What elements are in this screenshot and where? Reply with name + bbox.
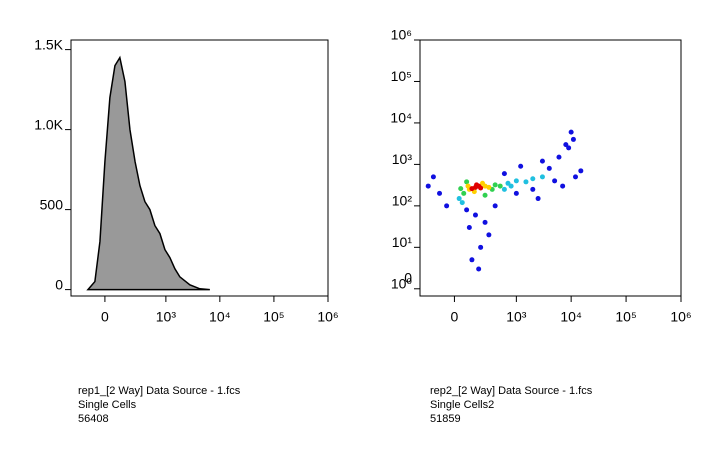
event-point bbox=[492, 182, 498, 188]
event-point bbox=[458, 186, 464, 192]
event-point bbox=[497, 183, 503, 189]
plot-frame bbox=[70, 39, 329, 297]
x-tick-label: 10⁶ bbox=[317, 309, 338, 325]
event-point bbox=[479, 180, 485, 186]
event-point bbox=[476, 266, 482, 272]
event-point bbox=[469, 186, 475, 192]
caption-line: Single Cells bbox=[78, 399, 137, 411]
event-point bbox=[472, 212, 478, 218]
event-point bbox=[539, 158, 545, 164]
event-point bbox=[563, 142, 569, 148]
event-point bbox=[474, 182, 480, 188]
event-point bbox=[469, 257, 475, 263]
x-tick-label: 10⁵ bbox=[615, 309, 636, 325]
y-tick-label: 10⁵ bbox=[391, 68, 412, 84]
event-point bbox=[578, 168, 584, 174]
event-point bbox=[466, 225, 472, 231]
x-tick-label: 10⁵ bbox=[263, 309, 284, 325]
x-tick-label: 10⁴ bbox=[560, 309, 582, 325]
event-point bbox=[478, 244, 484, 250]
event-point bbox=[518, 163, 524, 169]
x-tick-label: 0 bbox=[101, 309, 109, 325]
event-point bbox=[539, 174, 545, 180]
event-point bbox=[523, 179, 529, 185]
event-point bbox=[535, 196, 541, 202]
event-point bbox=[430, 174, 436, 180]
caption-line: Single Cells2 bbox=[430, 399, 494, 411]
y-tick-label: 10² bbox=[392, 193, 413, 209]
event-point bbox=[461, 190, 467, 196]
histogram-area bbox=[86, 55, 210, 291]
x-tick-label: 10³ bbox=[506, 309, 527, 325]
event-point bbox=[459, 200, 465, 206]
x-tick-label: 10³ bbox=[156, 309, 177, 325]
event-point bbox=[513, 178, 519, 184]
event-point bbox=[486, 184, 492, 190]
event-point bbox=[530, 176, 536, 182]
event-point bbox=[464, 179, 470, 185]
event-point bbox=[570, 136, 576, 142]
event-point bbox=[508, 183, 514, 189]
event-point bbox=[465, 183, 471, 189]
event-point bbox=[556, 154, 562, 160]
event-point bbox=[568, 129, 574, 135]
y-tick-label: 0 bbox=[55, 276, 63, 292]
event-point bbox=[501, 171, 507, 177]
event-point bbox=[482, 219, 488, 225]
event-point bbox=[560, 183, 566, 189]
event-point bbox=[546, 165, 552, 171]
y-tick-label: 10⁶ bbox=[391, 27, 412, 43]
y-tick-label: 500 bbox=[40, 196, 64, 212]
caption-line: rep2_[2 Way] Data Source - 1.fcs bbox=[430, 385, 593, 397]
y-tick-label: 10⁰ bbox=[391, 275, 413, 291]
y-tick-label: 1.0K bbox=[34, 116, 63, 132]
caption-line: 56408 bbox=[78, 413, 109, 425]
y-tick-label: 10⁴ bbox=[390, 110, 412, 126]
event-point bbox=[486, 232, 492, 238]
x-tick-label: 10⁶ bbox=[670, 309, 691, 325]
event-point bbox=[425, 183, 431, 189]
y-tick-label: 1.5K bbox=[34, 36, 63, 52]
caption-line: rep1_[2 Way] Data Source - 1.fcs bbox=[78, 385, 241, 397]
y-tick-label: 10³ bbox=[392, 151, 413, 167]
x-tick-label: 10⁴ bbox=[209, 309, 231, 325]
event-point bbox=[464, 207, 470, 213]
event-point bbox=[456, 196, 462, 202]
event-point bbox=[478, 185, 484, 191]
caption-line: 51859 bbox=[430, 413, 461, 425]
event-point bbox=[530, 186, 536, 192]
event-point bbox=[492, 203, 498, 209]
plot-frame bbox=[419, 39, 682, 297]
event-point bbox=[437, 190, 443, 196]
event-point bbox=[482, 192, 488, 198]
event-point bbox=[572, 174, 578, 180]
event-point bbox=[566, 145, 572, 151]
y-tick-label: 10¹ bbox=[392, 234, 413, 250]
event-point bbox=[444, 203, 450, 209]
x-tick-label: 0 bbox=[451, 309, 459, 325]
event-point bbox=[552, 178, 558, 184]
event-point bbox=[513, 190, 519, 196]
axis-annotation: 0 bbox=[404, 270, 412, 286]
event-point bbox=[501, 186, 507, 192]
